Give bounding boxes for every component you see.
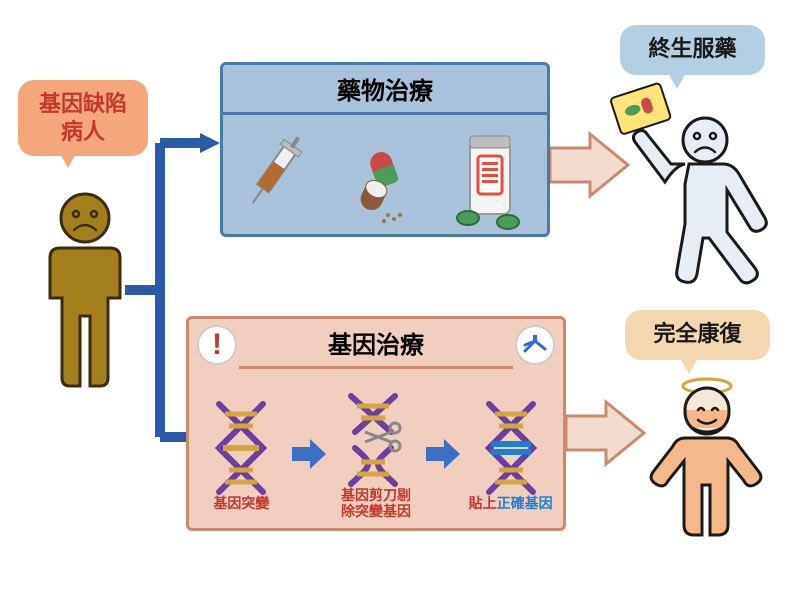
gene-panel-body: 基因突變 [189, 369, 563, 534]
bottle-icon [446, 126, 536, 236]
drug-panel-title: 藥物治療 [223, 65, 547, 115]
patient-bubble-tail [58, 150, 78, 168]
step3-label: 貼上正確基因 [469, 496, 553, 511]
drug-panel-body [223, 115, 547, 243]
alert-icon: ! [197, 325, 237, 365]
outcome-top-bubble: 終生服藥 [620, 25, 765, 75]
dna-paste-icon [471, 396, 551, 496]
dna-step-cut: 基因剪刀剔 除突變基因 [328, 388, 425, 519]
scissor-badge-icon [515, 325, 555, 365]
dna-cut-icon [331, 388, 421, 488]
step-arrow-2 [426, 439, 460, 469]
syringe-icon [234, 131, 334, 231]
outcome-bottom-bubble: 完全康復 [625, 310, 770, 360]
outcome-bottom-figure [632, 370, 782, 580]
step2-label: 基因剪刀剔 除突變基因 [341, 488, 411, 519]
outcome-top-figure [595, 70, 785, 290]
gene-panel: ! 基因治療 基因突變 [186, 316, 566, 531]
diagram-root: { "canvas": { "w": 800, "h": 600, "bg": … [0, 0, 800, 600]
pills-icon [340, 131, 440, 231]
drug-panel: 藥物治療 [220, 62, 550, 237]
gene-panel-title: 基因治療 [239, 319, 513, 369]
dna-step-paste: 貼上正確基因 [462, 396, 559, 511]
dna-step-mutation: 基因突變 [193, 396, 290, 511]
dna-mutation-icon [201, 396, 281, 496]
step1-label: 基因突變 [213, 496, 269, 511]
step-arrow-1 [292, 439, 326, 469]
